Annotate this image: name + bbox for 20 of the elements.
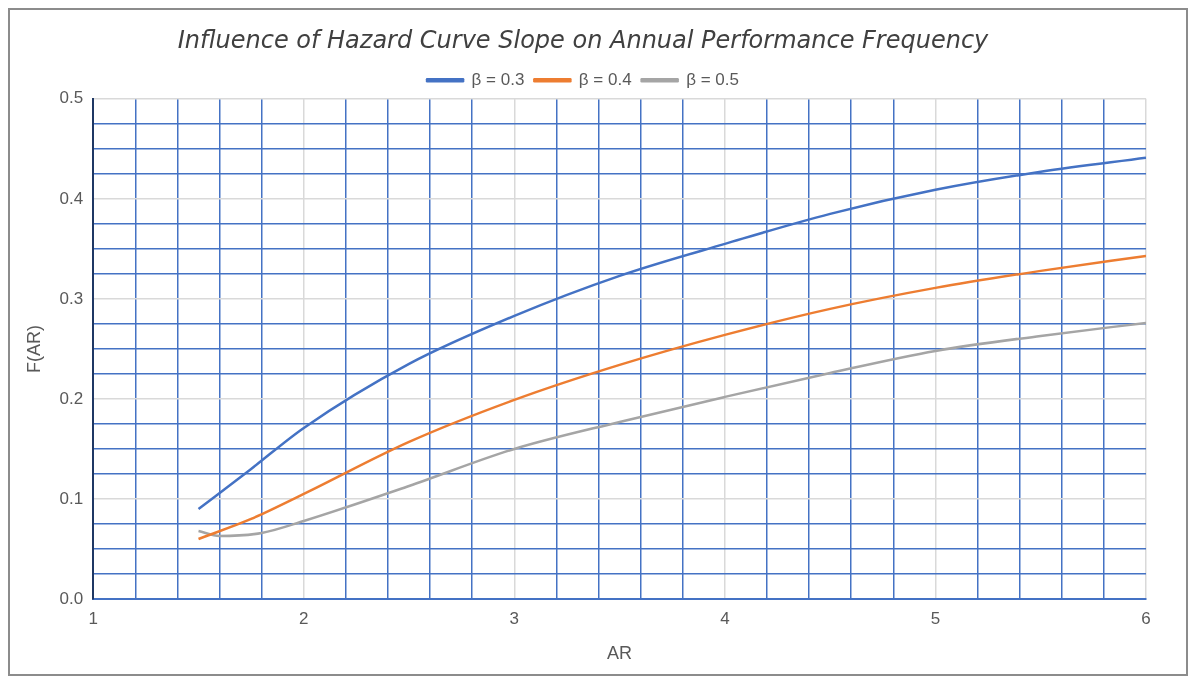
line-series bbox=[197, 254, 1146, 541]
y-tick-label: 0.5 bbox=[59, 88, 84, 108]
x-tick-label: 1 bbox=[88, 608, 98, 628]
line-series bbox=[197, 321, 1146, 538]
y-tick-label: 0.2 bbox=[59, 388, 84, 408]
y-tick-label: 0.3 bbox=[59, 288, 84, 308]
x-tick-label: 6 bbox=[1141, 608, 1151, 628]
x-tick-label: 5 bbox=[930, 608, 941, 628]
y-tick-label: 0.1 bbox=[59, 488, 84, 508]
chart-title: Influence of Hazard Curve Slope on Annual Performance Frequency bbox=[177, 25, 990, 54]
y-axis-title: F(AR) bbox=[23, 324, 44, 373]
y-tick-label: 0.0 bbox=[59, 588, 84, 608]
x-tick-label: 3 bbox=[509, 608, 520, 628]
legend-label: β = 0.4 bbox=[578, 69, 632, 89]
legend-label: β = 0.3 bbox=[471, 69, 525, 89]
legend-label: β = 0.5 bbox=[686, 69, 739, 89]
x-tick-label: 4 bbox=[720, 608, 730, 628]
y-tick-label: 0.4 bbox=[59, 188, 84, 208]
x-tick-label: 2 bbox=[299, 608, 309, 628]
x-axis-title: AR bbox=[607, 643, 633, 664]
